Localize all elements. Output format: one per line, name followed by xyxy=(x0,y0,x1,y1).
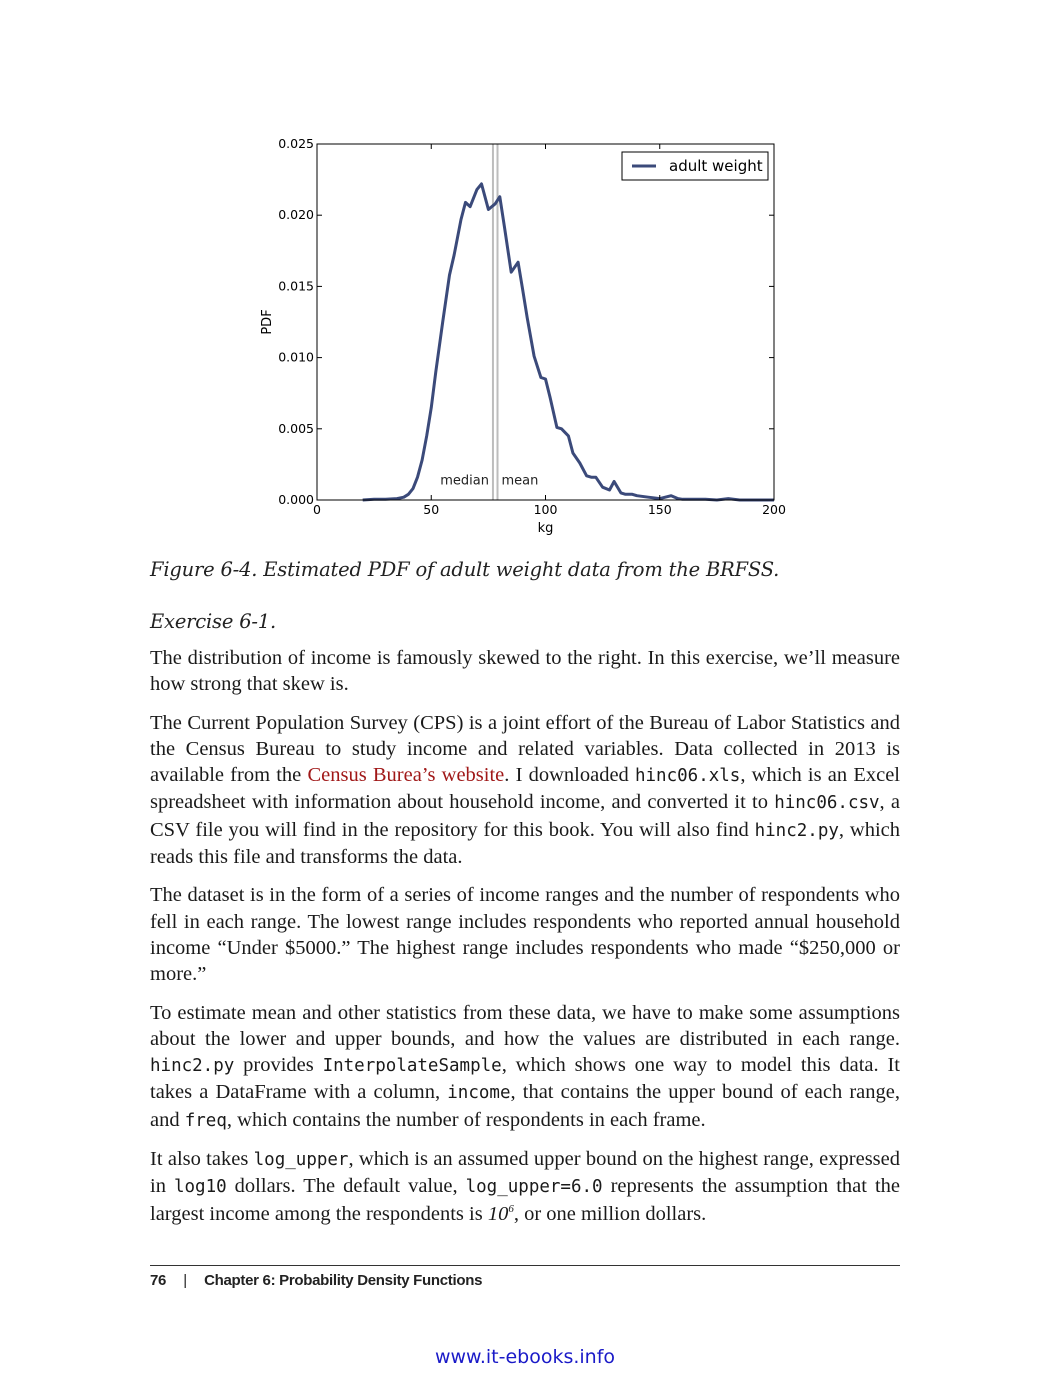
footer-rule xyxy=(150,1265,900,1266)
x-tick-label: 150 xyxy=(648,502,672,517)
code-log-upper: log_upper xyxy=(253,1150,349,1171)
paragraph-5: It also takes log_upper, which is an ass… xyxy=(150,1148,901,1225)
paragraph-4: To estimate mean and other statistics fr… xyxy=(150,1001,900,1131)
plot-area xyxy=(317,144,774,500)
body-text: The distribution of income is famously s… xyxy=(150,645,900,1239)
pdf-chart: median mean 0 50 100 150 200 0.000 0.005 0.010 0.0… xyxy=(260,136,786,536)
x-tick-label: 50 xyxy=(423,502,439,517)
vline-label-median: median xyxy=(440,473,489,488)
math-power: 106 xyxy=(487,1202,514,1225)
y-axis-label: PDF xyxy=(260,309,275,334)
code-hinc06-csv: hinc06.csv xyxy=(774,793,880,814)
y-tick-label: 0.000 xyxy=(278,492,314,507)
y-tick-label: 0.025 xyxy=(278,136,314,151)
y-tick-label: 0.015 xyxy=(278,278,314,293)
chapter-title: Chapter 6: Probability Density Functions xyxy=(204,1272,483,1289)
x-tick-label: 100 xyxy=(534,502,558,517)
code-hinc06-xls: hinc06.xls xyxy=(634,766,741,787)
y-tick-label: 0.010 xyxy=(278,350,314,365)
paragraph-3: The dataset is in the form of a series o… xyxy=(150,884,900,986)
legend-label: adult weight xyxy=(669,157,763,175)
code-hinc2-py: hinc2.py xyxy=(150,1056,235,1077)
census-website-link[interactable]: Census Burea’s website xyxy=(307,764,505,787)
vline-label-mean: mean xyxy=(502,473,539,488)
code-log10: log10 xyxy=(173,1177,227,1198)
exercise-heading: Exercise 6-1. xyxy=(150,610,276,633)
x-tick-label: 200 xyxy=(762,502,786,517)
x-tick-label: 0 xyxy=(313,502,321,517)
paragraph-2: The Current Population Survey (CPS) is a… xyxy=(150,711,900,869)
code-hinc2-py: hinc2.py xyxy=(754,820,839,841)
code-freq: freq xyxy=(184,1110,227,1131)
footer-separator: | xyxy=(183,1272,187,1289)
code-income: income xyxy=(447,1083,511,1104)
page-number: 76 xyxy=(150,1272,167,1289)
y-tick-label: 0.020 xyxy=(278,207,314,222)
x-axis-label: kg xyxy=(538,521,554,536)
figure-caption: Figure 6-4. Estimated PDF of adult weigh… xyxy=(150,558,780,581)
y-tick-label: 0.005 xyxy=(278,421,314,436)
series-line-adult-weight xyxy=(362,182,774,502)
paragraph-1: The distribution of income is famously s… xyxy=(150,647,900,696)
watermark-link[interactable]: www.it-ebooks.info xyxy=(434,1346,616,1368)
page-footer: 76 | Chapter 6: Probability Density Functi… xyxy=(150,1272,482,1289)
code-interpolatesample: InterpolateSample xyxy=(322,1056,502,1077)
code-log-upper-default: log_upper=6.0 xyxy=(465,1177,603,1198)
